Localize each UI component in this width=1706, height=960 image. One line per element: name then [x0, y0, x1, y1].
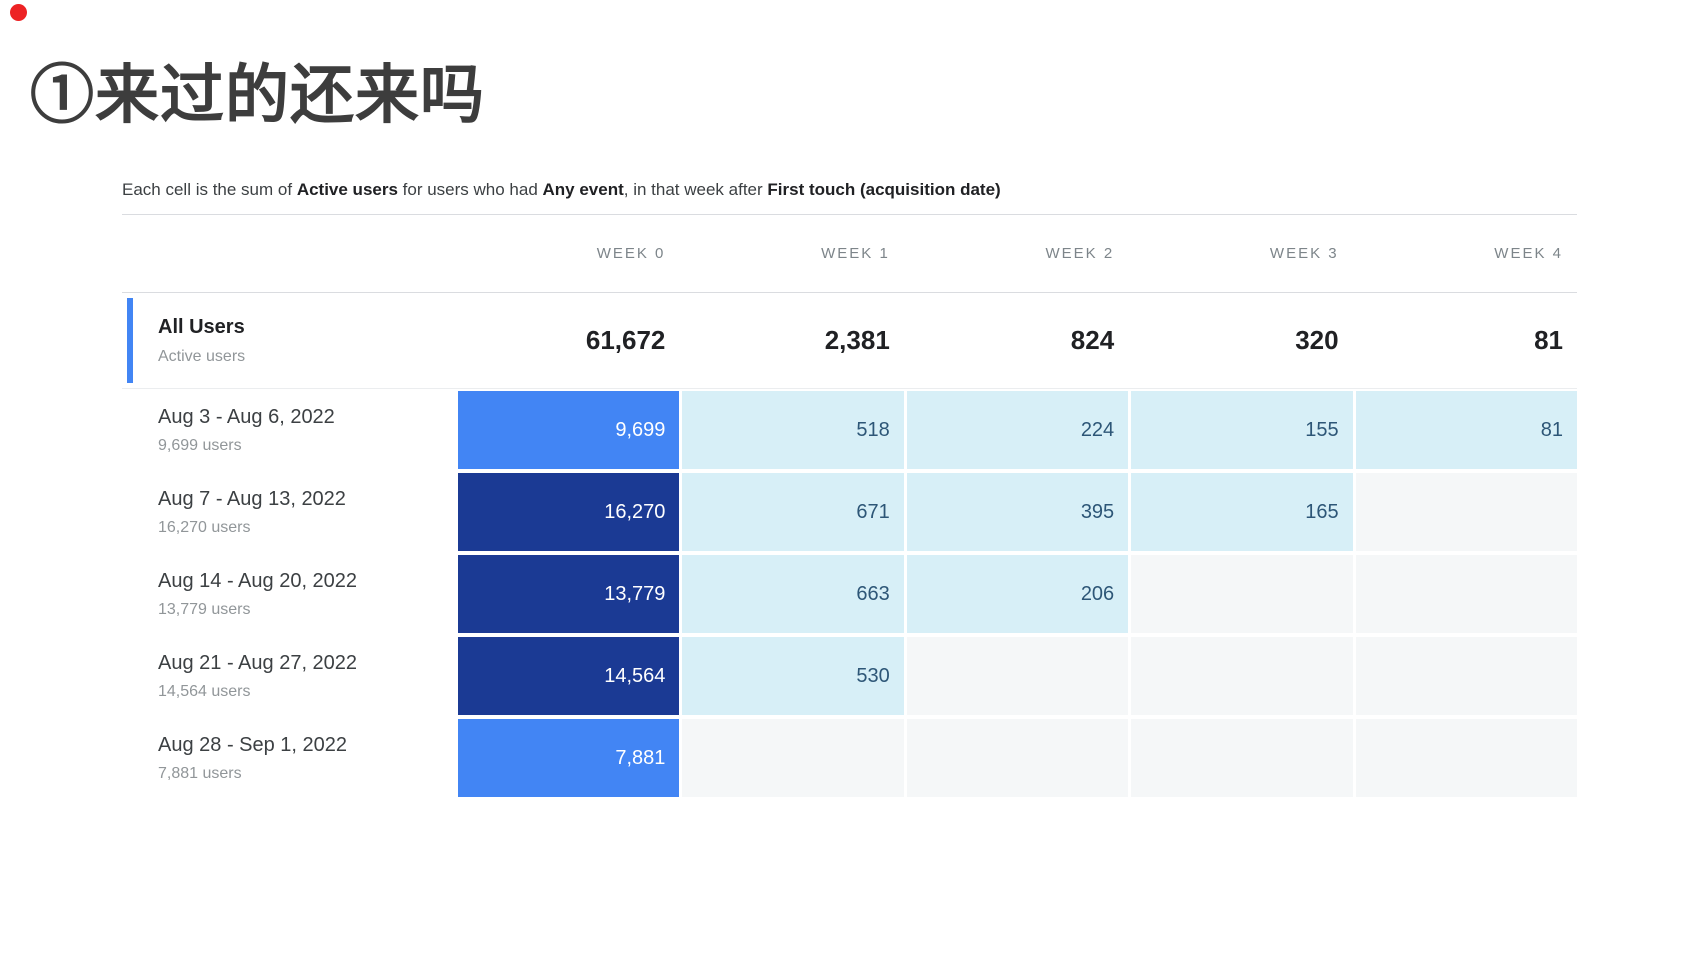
red-dot [10, 4, 27, 21]
row-date-range: Aug 21 - Aug 27, 2022 [158, 652, 455, 675]
column-header-week2: WEEK 2 [907, 215, 1128, 292]
row-label-cell: Aug 7 - Aug 13, 2022 16,270 users [122, 473, 455, 551]
cohort-cell: 155 [1131, 391, 1352, 469]
report-description: Each cell is the sum of Active users for… [122, 180, 1577, 215]
row-label-cell: Aug 28 - Sep 1, 2022 7,881 users [122, 719, 455, 797]
all-users-value-week1: 2,381 [682, 293, 903, 388]
all-users-metric: Active users [158, 348, 455, 366]
cohort-cell: 13,779 [458, 555, 679, 633]
cohort-cell [1356, 637, 1577, 715]
all-users-value-week2: 824 [907, 293, 1128, 388]
description-text: for users who had [398, 180, 543, 199]
row-label-cell: Aug 14 - Aug 20, 2022 13,779 users [122, 555, 455, 633]
all-users-accent-bar [127, 298, 133, 383]
cohort-rows: Aug 3 - Aug 6, 2022 9,699 users 9,699 51… [122, 391, 1577, 797]
cohort-cell [1356, 719, 1577, 797]
cohort-cell: 81 [1356, 391, 1577, 469]
cohort-cell: 7,881 [458, 719, 679, 797]
cohort-row-aug21: Aug 21 - Aug 27, 2022 14,564 users 14,56… [122, 637, 1577, 715]
week-header-row: WEEK 0 WEEK 1 WEEK 2 WEEK 3 WEEK 4 [122, 215, 1577, 293]
all-users-label-cell: All Users Active users [122, 293, 455, 388]
cohort-cell: 671 [682, 473, 903, 551]
cohort-row-aug14: Aug 14 - Aug 20, 2022 13,779 users 13,77… [122, 555, 1577, 633]
cohort-cell: 16,270 [458, 473, 679, 551]
cohort-cell [1131, 719, 1352, 797]
row-date-range: Aug 28 - Sep 1, 2022 [158, 734, 455, 757]
description-text: Each cell is the sum of [122, 180, 297, 199]
description-text: , in that week after [624, 180, 768, 199]
cohort-cell [1356, 555, 1577, 633]
all-users-row: All Users Active users 61,672 2,381 824 … [122, 293, 1577, 389]
cohort-cell: 224 [907, 391, 1128, 469]
row-cohort-size: 13,779 users [158, 601, 455, 619]
cohort-cell [682, 719, 903, 797]
column-header-week3: WEEK 3 [1131, 215, 1352, 292]
row-date-range: Aug 14 - Aug 20, 2022 [158, 570, 455, 593]
cohort-cell: 395 [907, 473, 1128, 551]
cohort-cell: 9,699 [458, 391, 679, 469]
row-cohort-size: 16,270 users [158, 519, 455, 537]
row-cohort-size: 7,881 users [158, 765, 455, 783]
cohort-cell [1131, 637, 1352, 715]
cohort-row-aug7: Aug 7 - Aug 13, 2022 16,270 users 16,270… [122, 473, 1577, 551]
column-header-week0: WEEK 0 [458, 215, 679, 292]
description-metric: Active users [297, 180, 398, 199]
cohort-cell: 14,564 [458, 637, 679, 715]
cohort-report: Each cell is the sum of Active users for… [122, 180, 1577, 801]
cohort-cell [1356, 473, 1577, 551]
column-header-week1: WEEK 1 [682, 215, 903, 292]
row-date-range: Aug 7 - Aug 13, 2022 [158, 488, 455, 511]
cohort-cell: 518 [682, 391, 903, 469]
all-users-value-week4: 81 [1356, 293, 1577, 388]
cohort-cell [907, 637, 1128, 715]
cohort-cell: 530 [682, 637, 903, 715]
cohort-row-aug3: Aug 3 - Aug 6, 2022 9,699 users 9,699 51… [122, 391, 1577, 469]
row-cohort-size: 9,699 users [158, 437, 455, 455]
description-touch: First touch (acquisition date) [767, 180, 1000, 199]
column-header-week4: WEEK 4 [1356, 215, 1577, 292]
cohort-cell [1131, 555, 1352, 633]
description-event: Any event [543, 180, 624, 199]
row-date-range: Aug 3 - Aug 6, 2022 [158, 406, 455, 429]
cohort-cell: 206 [907, 555, 1128, 633]
all-users-value-week0: 61,672 [458, 293, 679, 388]
row-label-cell: Aug 21 - Aug 27, 2022 14,564 users [122, 637, 455, 715]
page-title: ①来过的还来吗 [30, 60, 485, 130]
row-label-cell: Aug 3 - Aug 6, 2022 9,699 users [122, 391, 455, 469]
cohort-cell: 165 [1131, 473, 1352, 551]
cohort-row-aug28: Aug 28 - Sep 1, 2022 7,881 users 7,881 [122, 719, 1577, 797]
all-users-label: All Users [158, 316, 455, 339]
week-header-spacer [122, 215, 455, 292]
cohort-cell [907, 719, 1128, 797]
all-users-value-week3: 320 [1131, 293, 1352, 388]
row-cohort-size: 14,564 users [158, 683, 455, 701]
cohort-cell: 663 [682, 555, 903, 633]
